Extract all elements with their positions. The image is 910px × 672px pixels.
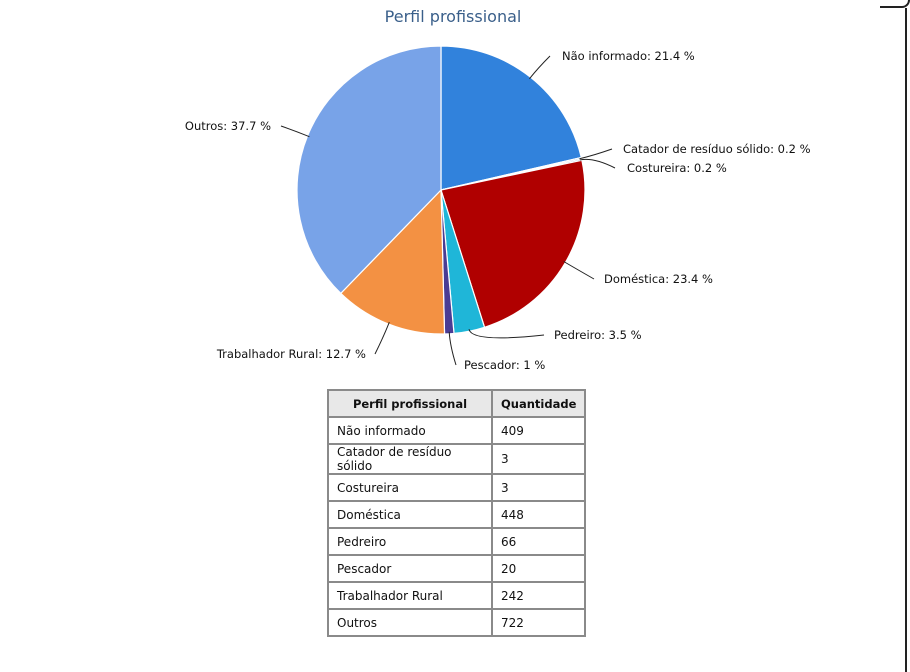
table-row: Catador de resíduo sólido 3	[327, 443, 587, 475]
pie-leader-lines	[280, 55, 616, 366]
table-cell-perfil: Catador de resíduo sólido	[327, 443, 493, 475]
column-header-quantidade: Quantidade	[490, 389, 587, 418]
pie-leader-line	[529, 55, 551, 80]
table-cell-quantidade: 409	[490, 416, 587, 445]
pie-labels: Não informado: 21.4 % Catador de resíduo …	[185, 49, 811, 372]
table-cell-quantidade: 722	[490, 608, 587, 637]
table-cell-perfil: Pescador	[327, 554, 493, 583]
pie-leader-line	[563, 261, 595, 280]
table-row: Pescador 20	[327, 554, 587, 583]
pie-label: Pedreiro: 3.5 %	[554, 328, 642, 342]
pie-slices	[296, 45, 586, 335]
table-cell-perfil: Não informado	[327, 416, 493, 445]
pie-label: Não informado: 21.4 %	[562, 49, 695, 63]
pie-label: Catador de resíduo sólido: 0.2 %	[623, 142, 811, 156]
table-cell-quantidade: 66	[490, 527, 587, 556]
pie-label: Trabalhador Rural: 12.7 %	[216, 347, 366, 361]
table-cell-quantidade: 20	[490, 554, 587, 583]
pie-label: Costureira: 0.2 %	[627, 161, 727, 175]
pie-leader-line	[280, 125, 310, 138]
chart-title: Perfil profissional	[385, 7, 522, 26]
table-row: Pedreiro 66	[327, 527, 587, 556]
table-cell-perfil: Outros	[327, 608, 493, 637]
table-row: Trabalhador Rural 242	[327, 581, 587, 610]
table-cell-perfil: Costureira	[327, 473, 493, 502]
pie-leader-line	[448, 331, 457, 366]
pie-leader-line	[374, 322, 390, 355]
pie-leader-line	[468, 329, 545, 339]
table-header-row: Perfil profissional Quantidade	[327, 389, 587, 418]
table-row: Não informado 409	[327, 416, 587, 445]
table-row: Outros 722	[327, 608, 587, 637]
pie-label: Outros: 37.7 %	[185, 119, 271, 133]
table-cell-perfil: Pedreiro	[327, 527, 493, 556]
table-row: Costureira 3	[327, 473, 587, 502]
table-cell-quantidade: 242	[490, 581, 587, 610]
table-cell-quantidade: 3	[490, 473, 587, 502]
pie-label: Doméstica: 23.4 %	[604, 272, 713, 286]
pie-label: Pescador: 1 %	[464, 358, 545, 372]
pie-leader-line	[579, 148, 613, 160]
column-header-perfil: Perfil profissional	[327, 389, 493, 418]
pie-chart: Perfil profissional Não informado: 21.4 …	[185, 7, 811, 372]
table-cell-quantidade: 3	[490, 443, 587, 475]
table-cell-perfil: Trabalhador Rural	[327, 581, 493, 610]
table-row: Doméstica 448	[327, 500, 587, 529]
table-cell-perfil: Doméstica	[327, 500, 493, 529]
pie-leader-line	[579, 158, 616, 169]
window-edge	[905, 8, 907, 672]
table-cell-quantidade: 448	[490, 500, 587, 529]
data-table: Perfil profissional Quantidade Não infor…	[327, 389, 587, 637]
